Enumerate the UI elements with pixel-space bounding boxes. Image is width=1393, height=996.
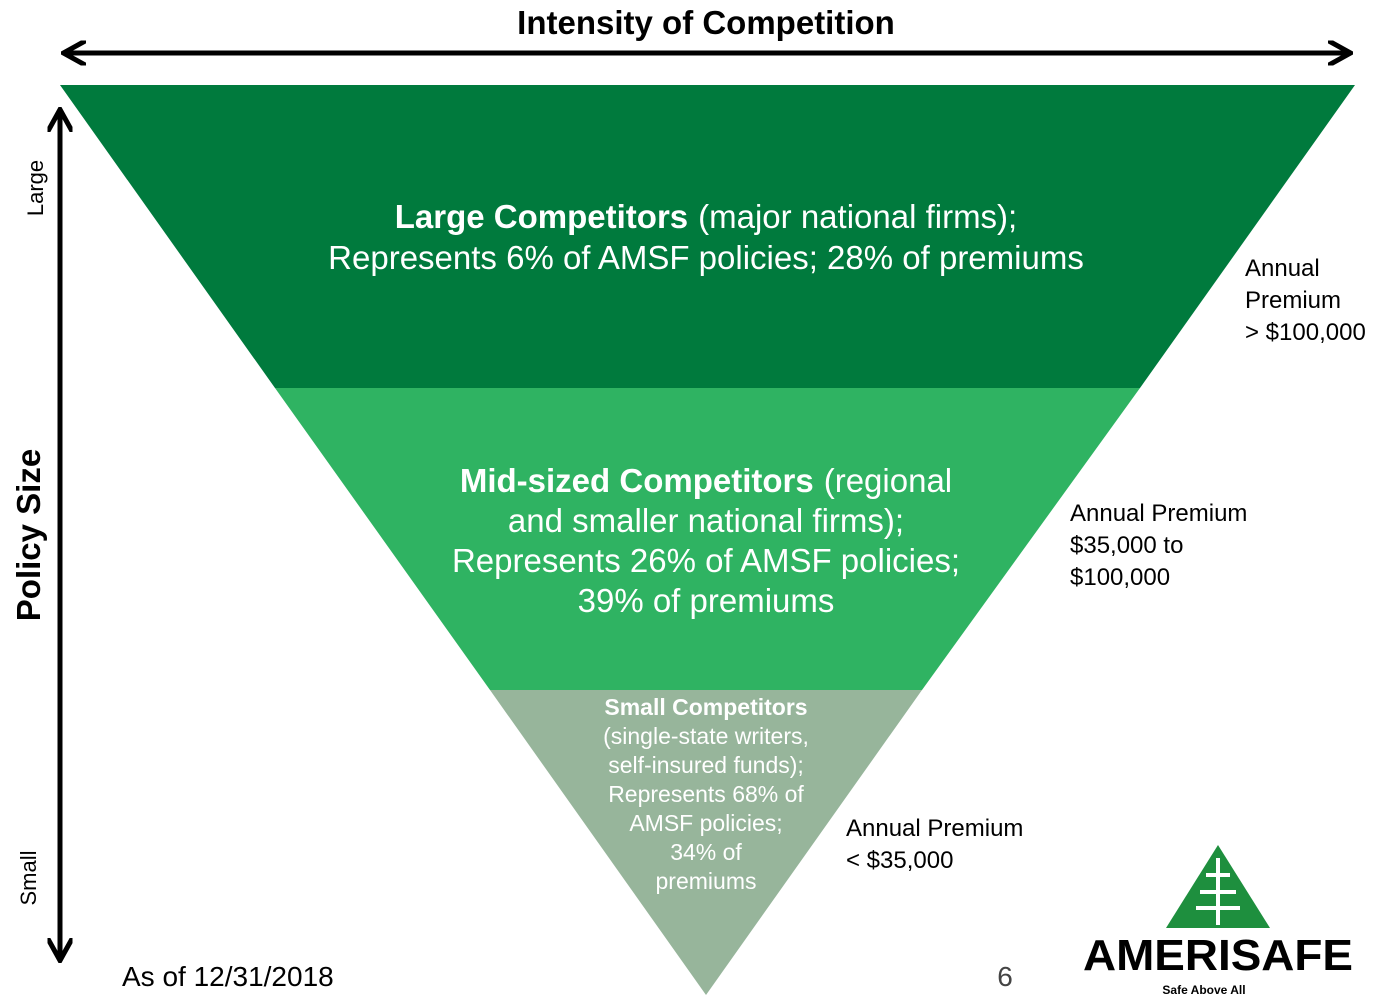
tier-line: and smaller national firms); (508, 502, 904, 539)
logo-name: AMERISAFE (1083, 931, 1353, 980)
tier-line: 39% of premiums (578, 582, 835, 619)
tier-large (60, 85, 1355, 388)
logo: AMERISAFE Safe Above All (1083, 845, 1353, 996)
axis-label: Policy Size (10, 449, 47, 621)
page-number: 6 (997, 961, 1013, 992)
premium-label: $100,000 (1070, 564, 1170, 591)
tier-heading: Mid-sized Competitors (regional (460, 462, 952, 499)
premium-label: > $100,000 (1245, 319, 1366, 346)
premium-label: Annual (1245, 255, 1320, 282)
tier-line: Represents 6% of AMSF policies; 28% of p… (328, 239, 1084, 276)
tier-line: 34% of (670, 839, 742, 865)
axis-top: Large (23, 160, 48, 216)
logo-tree-mark (1196, 858, 1240, 925)
footer-date: As of 12/31/2018 (122, 961, 334, 992)
tier-mid (275, 388, 1140, 690)
tier-line: self-insured funds); (608, 752, 804, 778)
premium-label: Annual Premium (846, 815, 1023, 842)
tier-heading: Small Competitors (604, 694, 807, 720)
tier-line: (single-state writers, (603, 723, 809, 749)
tier-name-suffix: (major national firms); (698, 198, 1017, 235)
tier-line: Represents 26% of AMSF policies; (452, 542, 960, 579)
tier-name: Mid-sized Competitors (460, 462, 814, 499)
tier-name-suffix: (regional (824, 462, 952, 499)
tier-heading: Large Competitors (major national firms); (395, 198, 1017, 235)
tier-name: Large Competitors (395, 198, 688, 235)
premium-label: < $35,000 (846, 847, 953, 874)
premium-label: $35,000 to (1070, 532, 1183, 559)
axis-bottom: Small (16, 850, 41, 905)
tier-name: Small Competitors (604, 694, 807, 720)
tier-line: AMSF policies; (629, 810, 782, 836)
logo-tagline: Safe Above All (1162, 983, 1245, 996)
tier-small (490, 690, 922, 995)
title: Intensity of Competition (517, 4, 895, 41)
tier-line: premiums (656, 868, 757, 894)
tier-line: Represents 68% of (608, 781, 804, 807)
premium-label: Premium (1245, 287, 1341, 314)
premium-label: Annual Premium (1070, 500, 1247, 527)
